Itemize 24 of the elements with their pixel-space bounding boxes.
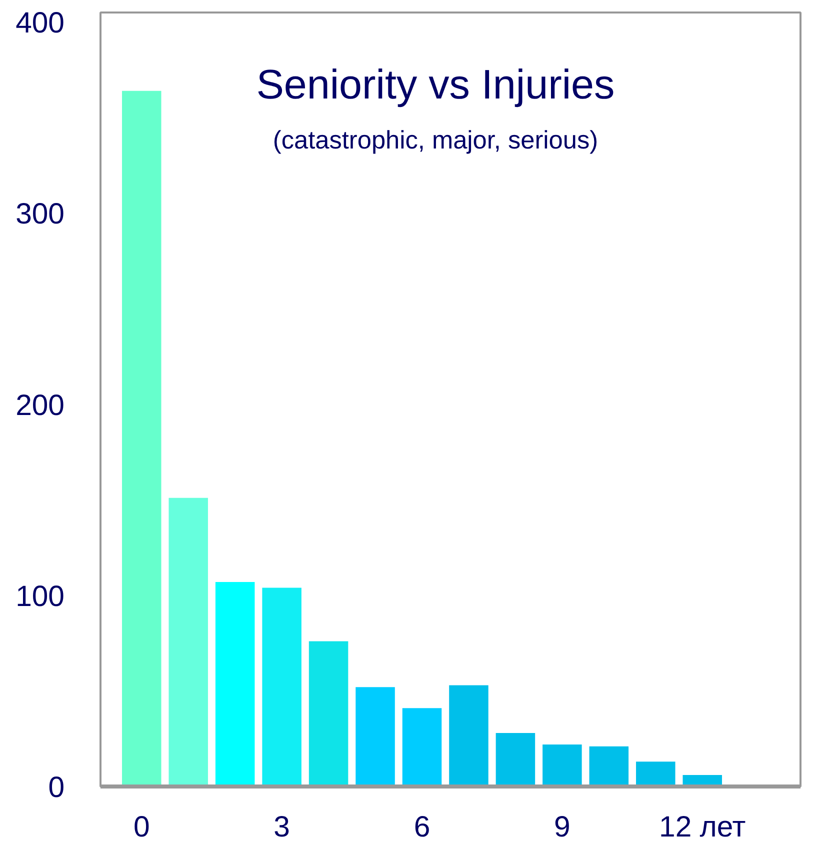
text: Seniority vs Injuries bbox=[256, 62, 615, 108]
bar bbox=[636, 762, 676, 786]
bar bbox=[308, 641, 348, 786]
y-tick-label: 300 bbox=[16, 198, 65, 231]
bar bbox=[402, 708, 442, 786]
bar bbox=[168, 498, 208, 786]
bar bbox=[449, 685, 488, 786]
y-tick-label: 100 bbox=[16, 580, 65, 613]
x-tick-label: 3 bbox=[274, 810, 290, 844]
x-tick-label: 12 лет bbox=[659, 810, 746, 844]
x-tick-label: 6 bbox=[414, 810, 430, 844]
text: (catastrophic, major, serious) bbox=[272, 126, 598, 154]
bar bbox=[215, 582, 255, 786]
bar bbox=[496, 732, 536, 786]
bar bbox=[542, 744, 582, 786]
bar bbox=[589, 746, 629, 786]
x-tick-label: 0 bbox=[133, 810, 150, 844]
bar bbox=[356, 687, 395, 786]
x-tick-label: 9 bbox=[554, 810, 570, 844]
bar bbox=[122, 90, 162, 786]
y-tick-label: 400 bbox=[16, 6, 65, 40]
y-tick-label: 0 bbox=[48, 771, 64, 804]
y-tick-label: 200 bbox=[16, 388, 65, 422]
bar bbox=[262, 588, 302, 786]
